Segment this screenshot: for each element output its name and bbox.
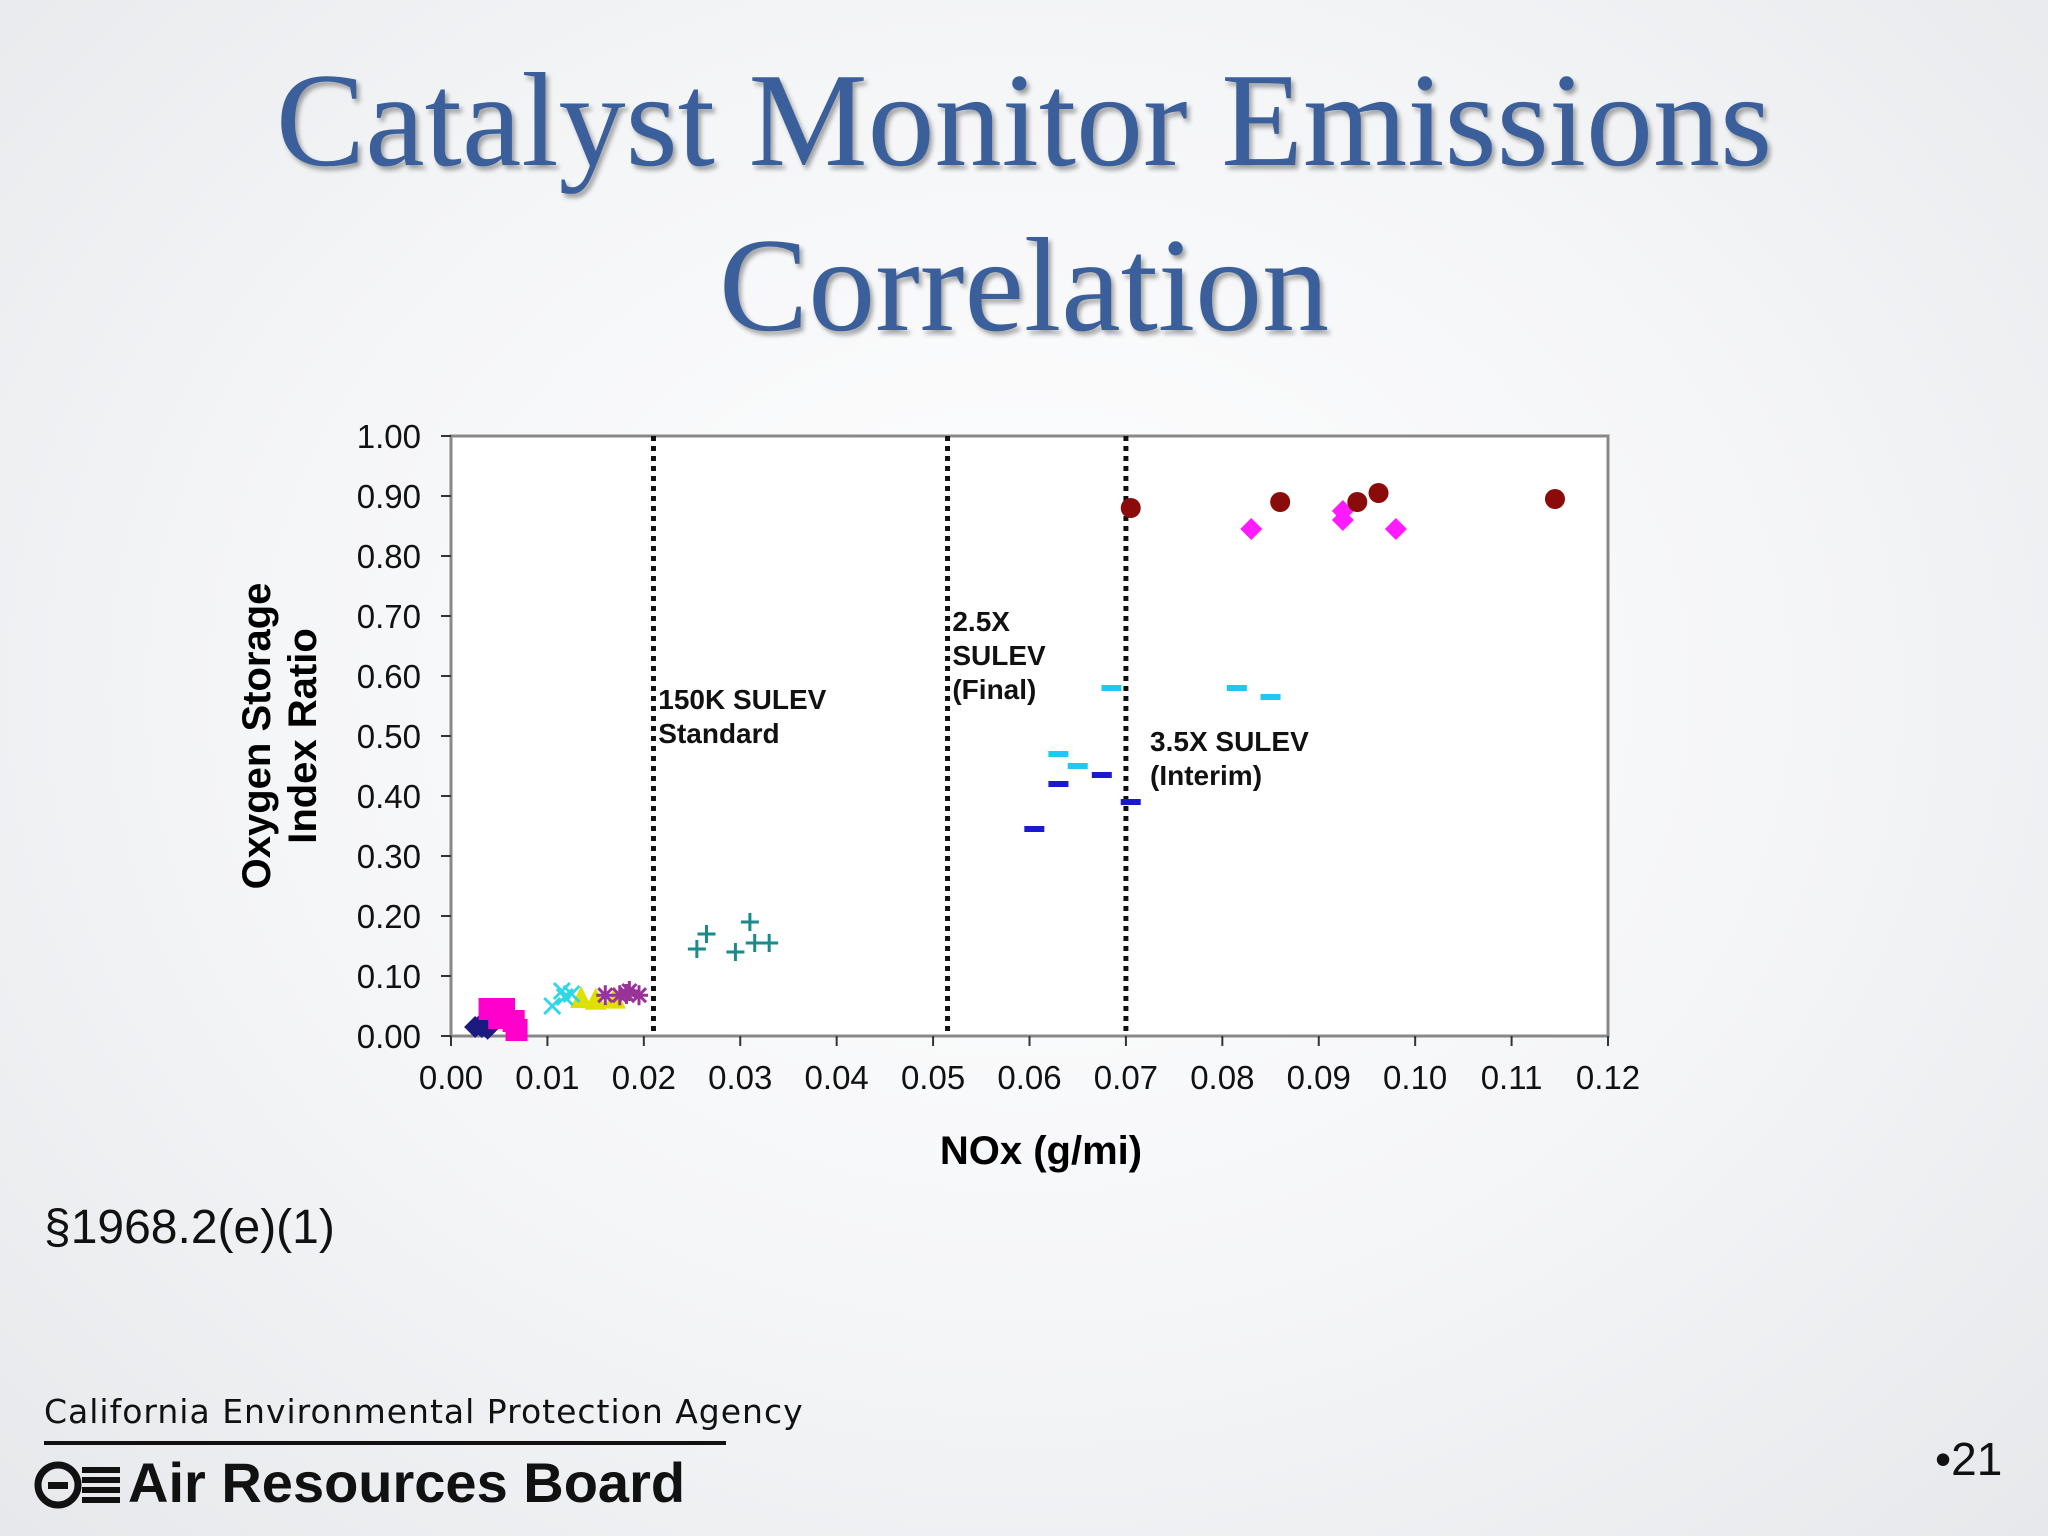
board-name: Air Resources Board [128,1451,686,1514]
data-point [630,985,649,1006]
reference-label: 3.5X SULEV [1150,726,1309,757]
data-point [1024,826,1045,832]
y-tick-label: 1.00 [357,418,421,455]
data-points [464,483,1565,1041]
data-point [596,985,615,1006]
data-point [1544,489,1565,509]
data-point [1368,483,1389,503]
x-tick-label: 0.02 [612,1059,676,1096]
data-point [760,934,779,952]
data-point [543,996,562,1016]
agency-name: California Environmental Protection Agen… [44,1392,804,1431]
reference-lines [650,436,1129,1036]
y-tick-label: 0.00 [357,1018,421,1055]
y-axis-label-line1: Oxygen Storage [235,583,279,890]
data-point [476,1017,499,1040]
y-tick-label: 0.80 [357,538,421,575]
x-tick-label: 0.07 [1094,1059,1158,1096]
y-tick-label: 0.60 [357,658,421,695]
data-point [1226,685,1247,691]
x-tick-label: 0.01 [515,1059,579,1096]
data-point [1270,492,1291,512]
data-point [697,925,716,943]
y-tick-label: 0.40 [357,778,421,815]
x-tick-label: 0.00 [419,1059,483,1096]
data-point [1384,518,1407,540]
data-point [1101,685,1122,691]
reference-label: Standard [658,718,779,749]
page-number: •21 [1935,1433,2003,1485]
y-tick-label: 0.50 [357,718,421,755]
y-tick-label: 0.20 [357,898,421,935]
x-tick-label: 0.12 [1576,1059,1640,1096]
arb-logo-icon [34,1461,120,1509]
data-point [1240,518,1263,540]
data-point [1048,781,1069,787]
x-tick-label: 0.10 [1383,1059,1447,1096]
x-tick-label: 0.08 [1190,1059,1254,1096]
x-tick-label: 0.05 [901,1059,965,1096]
data-point [570,986,593,1008]
data-point [1091,772,1112,778]
x-tick-label: 0.06 [997,1059,1061,1096]
plot-area [449,434,1610,1038]
reference-label: (Final) [952,674,1036,705]
x-tick-label: 0.03 [708,1059,772,1096]
y-tick-label: 0.70 [357,598,421,635]
x-tick-label: 0.04 [805,1059,869,1096]
data-point [740,913,759,931]
data-point [1120,799,1141,805]
axes: 0.00 0.10 0.20 0.30 0.40 0.50 0.60 0.70 0.80 0.90… [357,418,1640,1096]
x-axis-label: NOx (g/mi) [940,1129,1142,1173]
reference-label: SULEV [952,640,1046,671]
data-point [1347,492,1368,512]
y-tick-label: 0.90 [357,478,421,515]
y-tick-label: 0.30 [357,838,421,875]
data-point [687,940,706,958]
data-point [505,1019,528,1041]
data-point [1331,509,1354,531]
title-line-1: Catalyst Monitor Emissions [275,46,1773,194]
reference-label: 2.5X [952,606,1010,637]
data-point [1260,694,1281,700]
title-line-2: Correlation [718,211,1330,359]
section-reference: §1968.2(e)(1) [44,1201,335,1254]
reference-label: (Interim) [1150,760,1262,791]
data-point [555,987,574,1007]
data-point [584,987,607,1010]
agency-divider [44,1441,726,1445]
y-tick-label: 0.10 [357,958,421,995]
x-tick-label: 0.09 [1287,1059,1351,1096]
data-point [617,984,636,1004]
x-tick-label: 0.11 [1481,1059,1543,1096]
data-point [726,943,745,961]
data-point [488,1007,511,1029]
data-point [1067,763,1088,769]
reference-label: 150K SULEV [658,684,826,715]
y-axis-label-line2: Index Ratio [281,628,325,844]
data-point [1048,751,1069,757]
data-point [1120,498,1141,518]
